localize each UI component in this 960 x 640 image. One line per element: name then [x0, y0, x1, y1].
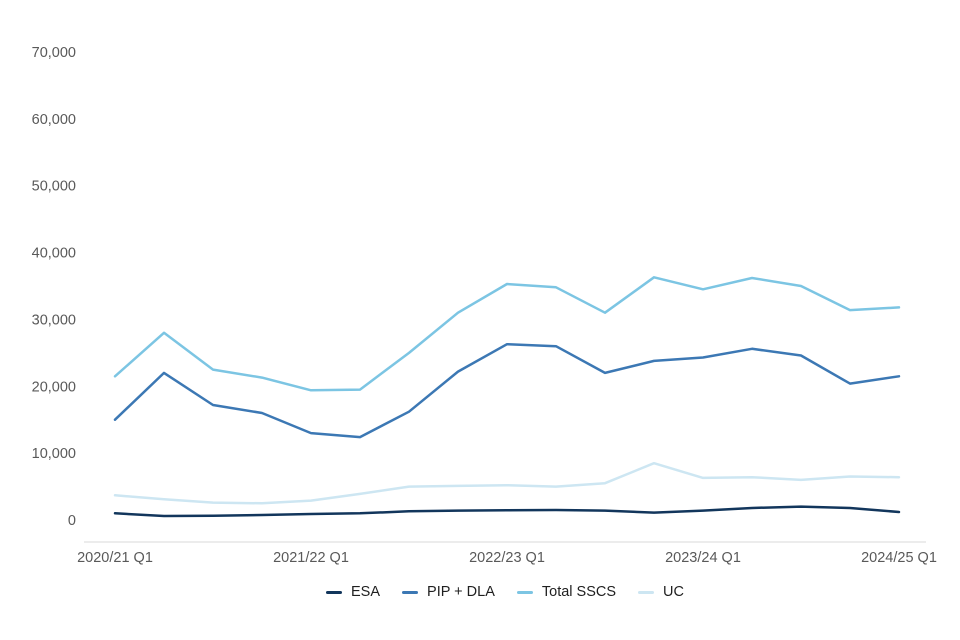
- x-axis-tick-label: 2024/25 Q1: [861, 550, 937, 566]
- y-axis-tick-label: 60,000: [32, 112, 76, 128]
- x-axis-tick-label: 2021/22 Q1: [273, 550, 349, 566]
- legend-swatch-esa: [326, 590, 343, 594]
- series-line-esa: [113, 505, 901, 518]
- legend-swatch-total-sscs: [516, 590, 533, 594]
- legend-item-esa[interactable]: ESA: [326, 584, 380, 600]
- legend-item-total-sscs[interactable]: Total SSCS: [516, 584, 617, 600]
- legend-label-total-sscs: Total SSCS: [541, 584, 617, 600]
- y-axis-tick-label: 50,000: [32, 179, 76, 195]
- y-axis-tick-label: 20,000: [32, 379, 76, 395]
- y-axis-tick-label: 70,000: [32, 45, 76, 61]
- legend-label-esa: ESA: [351, 584, 381, 600]
- y-axis-tick-label: 10,000: [32, 446, 76, 462]
- legend-label-pip-dla: PIP + DLA: [427, 584, 495, 600]
- x-axis-tick-label: 2022/23 Q1: [469, 550, 545, 566]
- y-axis-tick-label: 40,000: [32, 246, 76, 262]
- series-line-pip-dla: [113, 342, 901, 439]
- series-line-uc: [113, 461, 901, 505]
- y-axis-tick-label: 30,000: [32, 312, 76, 328]
- chart-legend: ESA PIP + DLA Total SSCS UC: [84, 584, 926, 600]
- x-axis-tick-label: 2023/24 Q1: [665, 550, 741, 566]
- y-axis-tick-label: 0: [68, 513, 76, 529]
- x-axis-tick-label: 2020/21 Q1: [77, 550, 153, 566]
- series-line-total-sscs: [113, 276, 901, 392]
- legend-swatch-pip-dla: [402, 590, 419, 594]
- legend-item-uc[interactable]: UC: [638, 584, 684, 600]
- legend-item-pip-dla[interactable]: PIP + DLA: [402, 584, 495, 600]
- legend-swatch-uc: [638, 590, 655, 594]
- legend-label-uc: UC: [663, 584, 684, 600]
